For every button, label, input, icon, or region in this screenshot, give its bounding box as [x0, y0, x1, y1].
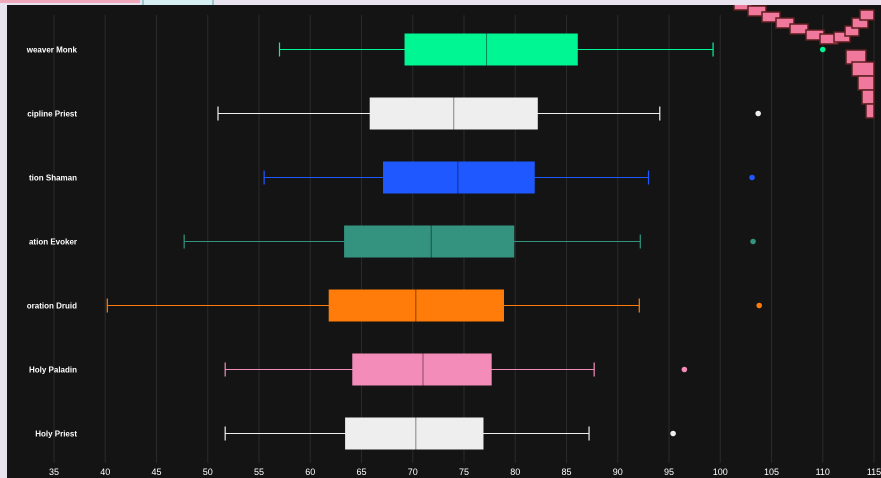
outlier-point — [819, 46, 826, 53]
iqr-box — [344, 225, 515, 258]
ribbon-pixel — [789, 23, 809, 35]
x-tick-label: 55 — [254, 467, 264, 477]
category-label: ation Evoker — [29, 238, 77, 247]
iqr-box — [345, 417, 484, 450]
iqr-box — [352, 353, 492, 386]
outlier-point — [749, 174, 755, 181]
outlier-point — [681, 366, 688, 373]
x-tick-label: 40 — [100, 467, 110, 477]
box-series — [106, 33, 826, 450]
category-label: cipline Priest — [27, 110, 77, 119]
ribbon-pixel — [859, 9, 875, 21]
category-label: tion Shaman — [29, 174, 77, 183]
outlier-point — [750, 238, 756, 245]
x-tick-label: 95 — [664, 467, 674, 477]
x-tick-label: 85 — [561, 467, 571, 477]
iqr-box — [328, 289, 504, 322]
x-tick-label: 80 — [510, 467, 520, 477]
x-tick-label: 90 — [613, 467, 623, 477]
category-label: oration Druid — [27, 302, 77, 311]
category-label: weaver Monk — [26, 46, 78, 55]
iqr-box — [383, 161, 535, 194]
category-label: Holy Priest — [35, 430, 77, 439]
ribbon-pixel — [851, 61, 875, 77]
x-tick-label: 115 — [867, 467, 881, 477]
x-axis-ticks: 35 40 45 50 55 60 65 70 75 80 85 90 95 100 105 110 115 — [49, 467, 881, 477]
outlier-point — [755, 110, 761, 117]
x-tick-label: 65 — [356, 467, 366, 477]
box-group — [224, 353, 688, 386]
x-tick-label: 60 — [305, 467, 315, 477]
x-tick-label: 45 — [151, 467, 161, 477]
iqr-box — [369, 97, 538, 130]
ribbon-pixel — [761, 11, 781, 23]
chart-canvas: weaver Monk cipline Priest tion Shaman atio… — [26, 5, 881, 477]
x-tick-label: 110 — [816, 467, 830, 477]
x-tick-label: 100 — [713, 467, 728, 477]
decorative-strip — [0, 0, 140, 3]
decorative-ribbon — [733, 5, 875, 119]
boxplot-chart: weaver Monk cipline Priest tion Shaman atio… — [7, 5, 881, 478]
outlier-point — [756, 302, 762, 309]
box-group — [183, 225, 756, 258]
x-tick-label: 105 — [764, 467, 779, 477]
ribbon-pixel — [833, 31, 851, 43]
ribbon-pixel — [733, 5, 753, 11]
iqr-box — [404, 33, 578, 66]
box-group — [106, 289, 762, 322]
outlier-point — [670, 430, 676, 437]
category-label: Holy Paladin — [29, 366, 77, 375]
x-tick-label: 35 — [49, 467, 59, 477]
box-group — [217, 97, 761, 130]
ribbon-pixel — [857, 75, 875, 91]
x-tick-label: 75 — [459, 467, 469, 477]
ribbon-pixel — [861, 89, 875, 105]
category-labels: weaver Monk cipline Priest tion Shaman atio… — [26, 46, 78, 439]
box-group — [224, 417, 676, 450]
x-tick-label: 70 — [408, 467, 418, 477]
ribbon-pixel — [775, 17, 795, 29]
ribbon-pixel — [747, 5, 767, 17]
box-group — [278, 33, 826, 66]
ribbon-pixel — [865, 103, 875, 119]
x-tick-label: 50 — [203, 467, 213, 477]
box-group — [263, 161, 755, 194]
